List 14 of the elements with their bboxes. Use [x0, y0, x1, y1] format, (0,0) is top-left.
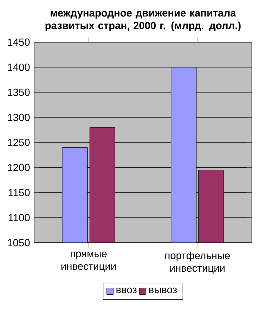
y-tick-label: 1050 — [8, 239, 30, 247]
x-tick-label: портфельные инвестиции — [166, 252, 230, 274]
y-tick-label: 1100 — [9, 214, 30, 222]
y-tick-label: 1250 — [8, 139, 30, 146]
y-tick-label: 1300 — [8, 114, 30, 122]
y-tick-label: 1150 — [9, 189, 30, 196]
y-tick-label: 1400 — [8, 64, 30, 72]
y-tick-label: 1350 — [8, 88, 30, 96]
legend-label: ввоз — [116, 288, 138, 294]
chart-title: международное движение капитала развитых стран, 2000 г. (млрд. долл.) — [46, 11, 242, 32]
x-tick-label: прямые инвестиции — [62, 252, 116, 272]
y-tick-label: 1200 — [8, 164, 30, 172]
legend-label: вывоз — [150, 288, 178, 294]
y-tick-label: 1450 — [8, 38, 30, 46]
